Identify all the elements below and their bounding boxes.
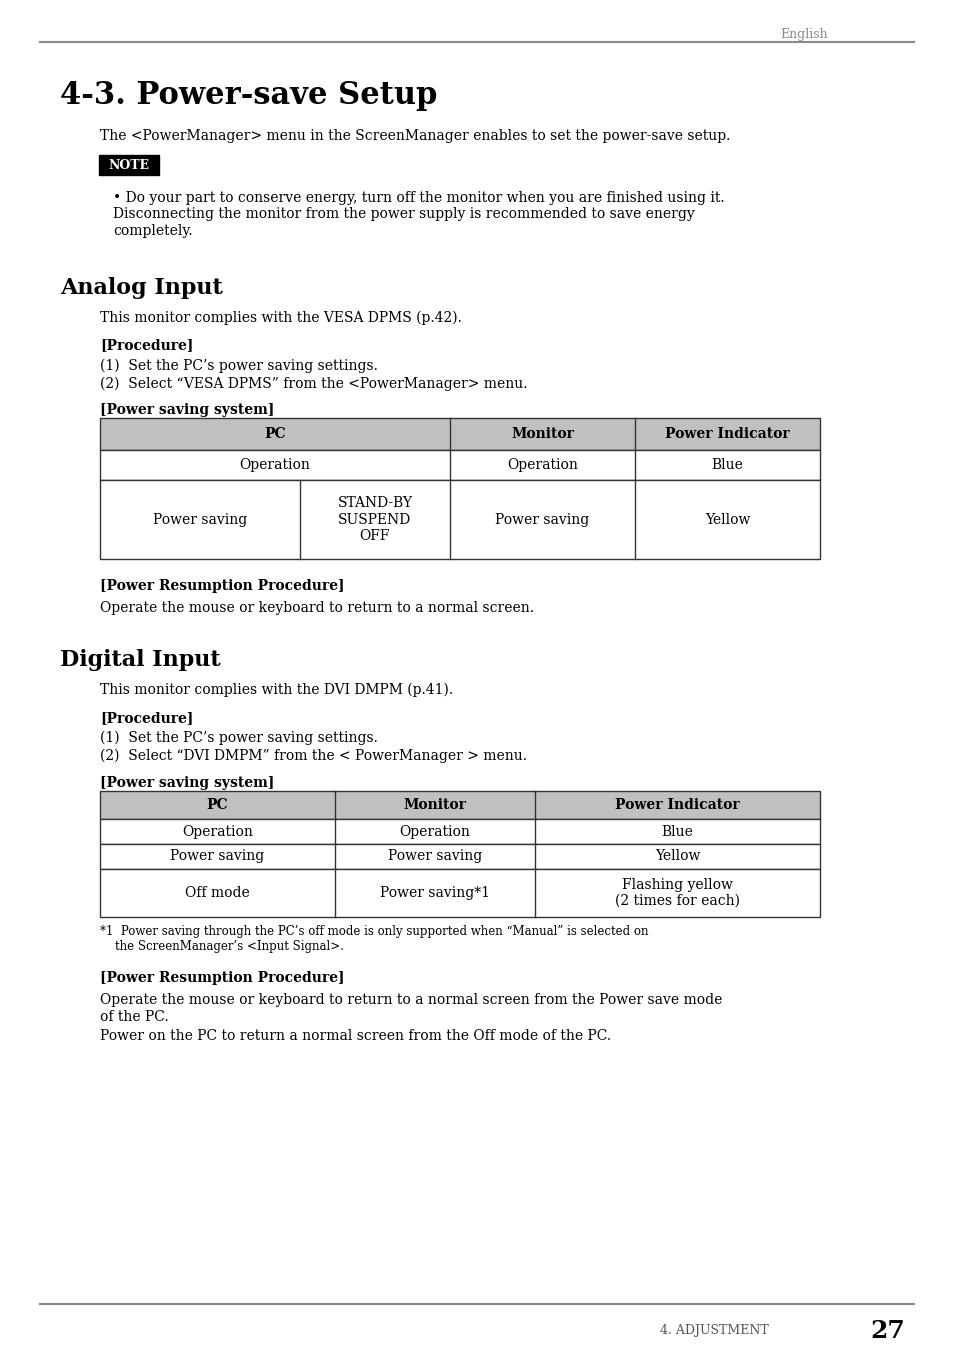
Text: English: English [780, 28, 827, 40]
Text: Power saving: Power saving [171, 849, 264, 864]
Text: Power saving: Power saving [388, 849, 481, 864]
Bar [100, 480, 820, 559]
Text: Power saving: Power saving [495, 512, 589, 527]
Text: Blue: Blue [711, 458, 742, 472]
Text: [Power Resumption Procedure]: [Power Resumption Procedure] [100, 972, 344, 985]
Text: Digital Input: Digital Input [60, 648, 220, 671]
Text: • Do your part to conserve energy, turn off the monitor when you are finished us: • Do your part to conserve energy, turn … [112, 191, 724, 237]
Text: STAND-BY
SUSPEND
OFF: STAND-BY SUSPEND OFF [337, 496, 412, 543]
Bar [100, 844, 820, 869]
Text: Operation: Operation [182, 825, 253, 838]
Text: 4-3. Power-save Setup: 4-3. Power-save Setup [60, 80, 436, 111]
Text: NOTE: NOTE [109, 159, 150, 171]
Text: Operation: Operation [239, 458, 310, 472]
Text: Monitor: Monitor [403, 798, 466, 813]
Text: PC: PC [207, 798, 228, 813]
Text: Operate the mouse or keyboard to return to a normal screen from the Power save m: Operate the mouse or keyboard to return … [100, 993, 721, 1023]
Text: PC: PC [264, 427, 286, 441]
Text: Monitor: Monitor [511, 427, 574, 441]
Bar [100, 791, 820, 820]
Text: [Power saving system]: [Power saving system] [100, 776, 274, 790]
Text: *1  Power saving through the PC’s off mode is only supported when “Manual” is se: *1 Power saving through the PC’s off mod… [100, 925, 648, 953]
Text: (1)  Set the PC’s power saving settings.: (1) Set the PC’s power saving settings. [100, 731, 377, 745]
Text: Power saving: Power saving [152, 512, 247, 527]
Text: Yellow: Yellow [654, 849, 700, 864]
Text: Blue: Blue [660, 825, 693, 838]
Text: Analog Input: Analog Input [60, 276, 222, 299]
Bar [100, 869, 820, 917]
Text: Power on the PC to return a normal screen from the Off mode of the PC.: Power on the PC to return a normal scree… [100, 1029, 611, 1043]
Text: (1)  Set the PC’s power saving settings.: (1) Set the PC’s power saving settings. [100, 359, 377, 372]
Text: [Power Resumption Procedure]: [Power Resumption Procedure] [100, 580, 344, 593]
Text: The <PowerManager> menu in the ScreenManager enables to set the power-save setup: The <PowerManager> menu in the ScreenMan… [100, 129, 730, 143]
Text: Power Indicator: Power Indicator [664, 427, 789, 441]
Text: Operate the mouse or keyboard to return to a normal screen.: Operate the mouse or keyboard to return … [100, 601, 534, 615]
Text: (2)  Select “DVI DMPM” from the < PowerManager > menu.: (2) Select “DVI DMPM” from the < PowerMa… [100, 748, 526, 763]
Text: 4. ADJUSTMENT: 4. ADJUSTMENT [659, 1324, 768, 1337]
Bar [100, 418, 820, 450]
Text: (2)  Select “VESA DPMS” from the <PowerManager> menu.: (2) Select “VESA DPMS” from the <PowerMa… [100, 376, 527, 391]
Text: Yellow: Yellow [704, 512, 749, 527]
Text: [Procedure]: [Procedure] [100, 338, 193, 352]
Bar [100, 820, 820, 844]
Text: [Procedure]: [Procedure] [100, 710, 193, 725]
Text: Power Indicator: Power Indicator [615, 798, 739, 813]
Text: Flashing yellow
(2 times for each): Flashing yellow (2 times for each) [615, 878, 740, 909]
Text: Operation: Operation [507, 458, 578, 472]
Text: 27: 27 [869, 1318, 903, 1343]
Text: This monitor complies with the DVI DMPM (p.41).: This monitor complies with the DVI DMPM … [100, 683, 453, 697]
Bar [100, 450, 820, 480]
Text: [Power saving system]: [Power saving system] [100, 403, 274, 417]
Text: Operation: Operation [399, 825, 470, 838]
Text: Power saving*1: Power saving*1 [379, 886, 490, 900]
FancyBboxPatch shape [99, 155, 159, 175]
Text: This monitor complies with the VESA DPMS (p.42).: This monitor complies with the VESA DPMS… [100, 310, 461, 325]
Text: Off mode: Off mode [185, 886, 250, 900]
